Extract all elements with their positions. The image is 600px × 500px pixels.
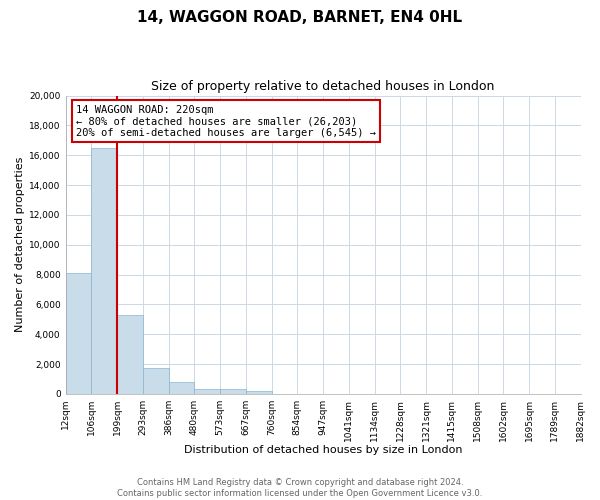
X-axis label: Distribution of detached houses by size in London: Distribution of detached houses by size … (184, 445, 462, 455)
Bar (65, 273, 91, 394)
Y-axis label: Number of detached properties: Number of detached properties (15, 157, 25, 332)
Bar (169, 382, 194, 394)
Bar (91, 148, 117, 394)
Text: Contains HM Land Registry data © Crown copyright and database right 2024.
Contai: Contains HM Land Registry data © Crown c… (118, 478, 482, 498)
Title: Size of property relative to detached houses in London: Size of property relative to detached ho… (151, 80, 495, 93)
Text: 14 WAGGON ROAD: 220sqm
← 80% of detached houses are smaller (26,203)
20% of semi: 14 WAGGON ROAD: 220sqm ← 80% of detached… (76, 104, 376, 138)
Text: 14, WAGGON ROAD, BARNET, EN4 0HL: 14, WAGGON ROAD, BARNET, EN4 0HL (137, 10, 463, 25)
Bar (194, 390, 220, 394)
Bar (117, 315, 143, 394)
Bar (246, 391, 272, 394)
Bar (143, 368, 169, 394)
Bar (220, 390, 246, 394)
